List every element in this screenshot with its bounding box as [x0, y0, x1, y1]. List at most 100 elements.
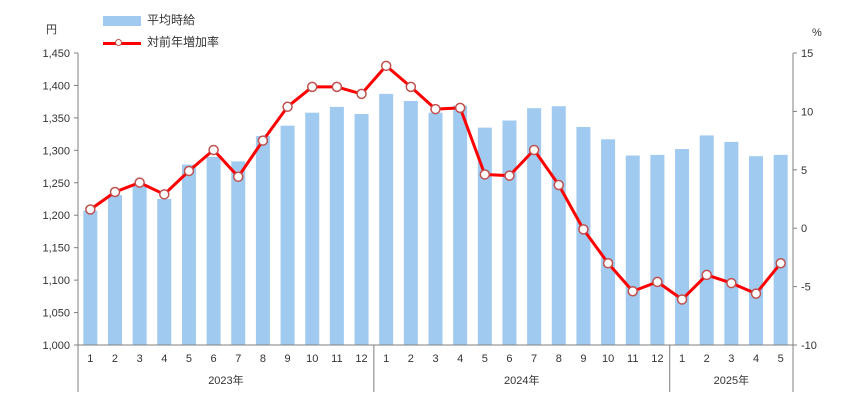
yoy-marker-18: [504, 170, 515, 181]
month-label: 1: [679, 353, 685, 365]
right-tick-label: -10: [801, 340, 817, 352]
bar-month-11: [329, 106, 344, 345]
bar-month-27: [724, 141, 739, 345]
left-axis-ticks: 1,000 1,050 1,100 1,150 1,200 1,250 1,300 1,350…: [42, 48, 78, 352]
yoy-marker-9: [282, 101, 293, 112]
month-label: 2: [112, 353, 118, 365]
year-label: 2025年: [714, 373, 749, 387]
right-tick-label: 5: [801, 165, 807, 177]
bar-month-19: [527, 108, 542, 346]
yoy-marker-15: [430, 103, 441, 115]
legend-item-line: 対前年増加率: [103, 35, 219, 50]
month-label: 3: [137, 353, 143, 365]
bar-month-25: [675, 149, 690, 345]
year-label: 2024年: [504, 373, 539, 387]
left-tick-label: 1,100: [42, 275, 70, 287]
yoy-marker-11: [331, 81, 343, 93]
yoy-marker-23: [627, 286, 638, 297]
bar-month-10: [305, 112, 320, 345]
bars-group: [83, 93, 788, 346]
bar-month-8: [255, 136, 270, 345]
month-label: 4: [457, 353, 463, 365]
yoy-marker-4: [159, 189, 170, 200]
bar-month-9: [280, 125, 295, 345]
month-label: 7: [531, 353, 537, 365]
bar-month-4: [157, 199, 172, 345]
month-label: 6: [506, 353, 512, 365]
yoy-marker-25: [676, 294, 688, 305]
bar-month-7: [231, 161, 246, 345]
right-tick-label: 0: [801, 223, 807, 235]
yoy-marker-8: [257, 135, 269, 146]
bar-month-29: [773, 154, 788, 345]
yoy-marker-28: [750, 288, 762, 299]
month-label: 9: [285, 353, 291, 365]
right-tick-label: -5: [801, 282, 811, 294]
bar-month-23: [625, 155, 640, 345]
yoy-marker-20: [553, 179, 565, 191]
yoy-marker-1: [85, 204, 96, 215]
yoy-marker-14: [405, 81, 417, 93]
legend-bar-label: 平均時給: [147, 13, 196, 27]
bar-month-16: [453, 105, 468, 345]
left-tick-label: 1,350: [42, 113, 70, 125]
bar-month-5: [181, 164, 196, 345]
month-label: 10: [602, 353, 614, 365]
bar-month-17: [477, 127, 492, 345]
yoy-marker-10: [306, 81, 318, 93]
month-label: 3: [728, 353, 734, 365]
right-axis-unit: %: [812, 27, 822, 39]
month-label: 8: [556, 353, 562, 365]
left-tick-label: 1,400: [42, 80, 70, 92]
left-tick-label: 1,050: [42, 308, 70, 320]
yoy-marker-19: [528, 144, 540, 156]
left-tick-label: 1,000: [42, 340, 70, 352]
left-tick-label: 1,300: [42, 145, 70, 157]
bar-month-26: [699, 135, 714, 345]
bar-month-2: [107, 195, 122, 345]
yoy-marker-7: [233, 171, 244, 183]
yoy-markers: [85, 60, 786, 305]
month-label: 4: [753, 353, 759, 365]
yoy-marker-26: [701, 269, 712, 281]
year-label: 2023年: [208, 373, 243, 387]
bar-month-22: [601, 139, 616, 345]
legend: 平均時給 対前年増加率: [103, 13, 219, 50]
month-label: 12: [651, 353, 663, 365]
month-label: 6: [211, 353, 217, 365]
left-tick-label: 1,450: [42, 48, 70, 60]
yoy-marker-13: [380, 60, 392, 72]
month-label: 1: [383, 353, 389, 365]
bar-month-12: [354, 113, 369, 346]
yoy-marker-21: [578, 224, 589, 235]
bar-month-3: [132, 185, 147, 345]
month-label: 7: [235, 353, 241, 365]
month-label: 11: [331, 353, 342, 365]
yoy-marker-24: [652, 276, 663, 288]
left-tick-label: 1,150: [42, 243, 70, 255]
right-axis-ticks: -10 -5 0 5 10 15: [793, 48, 817, 352]
legend-line-label: 対前年増加率: [147, 35, 220, 49]
yoy-marker-27: [726, 277, 737, 289]
legend-bar-swatch: [103, 15, 141, 26]
yoy-marker-2: [109, 186, 121, 198]
bar-month-6: [206, 156, 221, 345]
month-label: 11: [627, 353, 638, 365]
month-label: 12: [355, 353, 367, 365]
legend-item-bar: 平均時給: [103, 13, 219, 28]
bar-month-28: [749, 156, 764, 345]
bar-month-21: [576, 126, 591, 346]
yoy-marker-12: [356, 88, 367, 100]
left-tick-label: 1,200: [42, 210, 70, 222]
bar-month-18: [502, 120, 517, 346]
yoy-marker-3: [134, 177, 145, 188]
month-label: 1: [87, 353, 93, 365]
bar-month-14: [403, 101, 418, 345]
right-tick-label: 10: [801, 106, 813, 118]
bar-month-13: [379, 93, 394, 345]
left-axis-unit: 円: [46, 24, 57, 36]
month-label: 10: [306, 353, 318, 365]
month-label: 9: [580, 353, 586, 365]
